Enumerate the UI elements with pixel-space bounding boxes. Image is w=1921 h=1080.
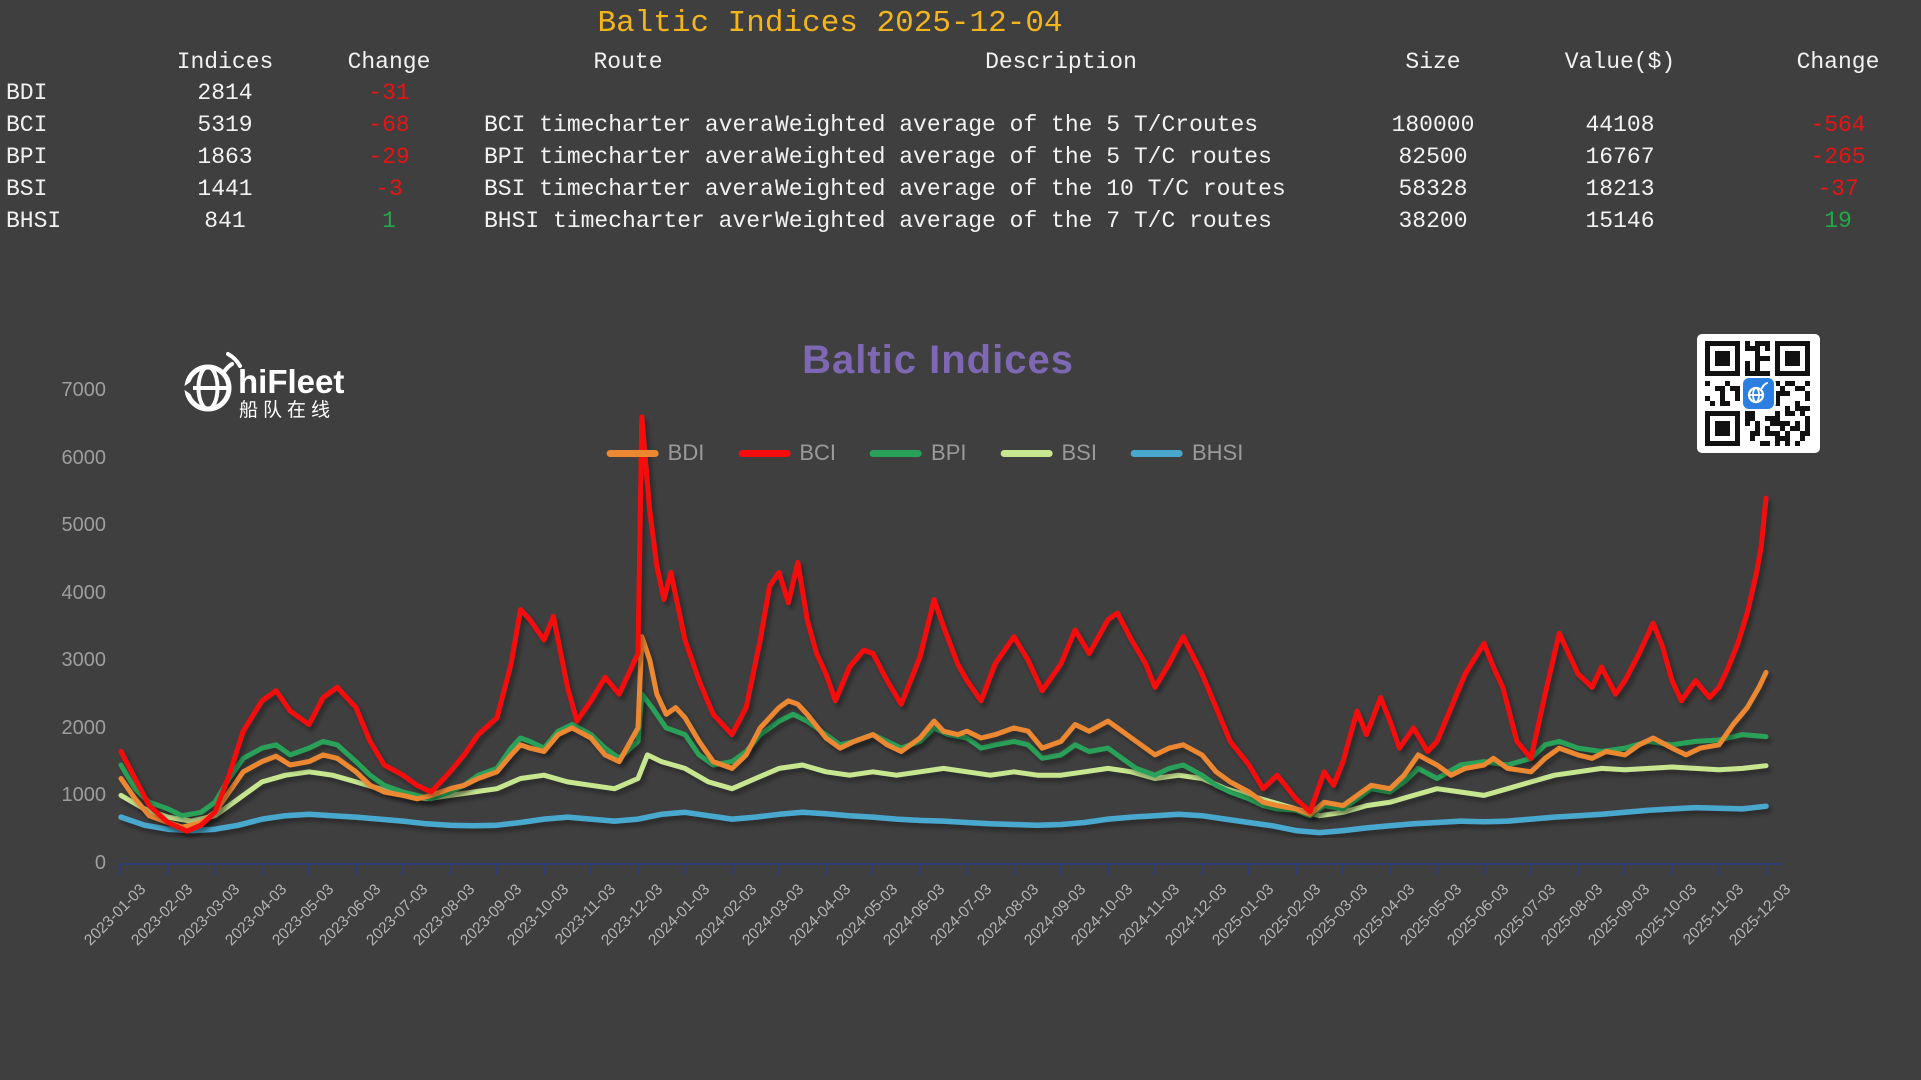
cell-bpi-change2: -265 <box>1810 144 1866 170</box>
cell-bci-change2: -564 <box>1810 112 1866 138</box>
legend-swatch-bsi <box>1000 449 1053 457</box>
cell-bsi-change: -3 <box>375 176 403 202</box>
cell-bci-size: 180000 <box>1391 112 1475 138</box>
legend-label-bhsi: BHSI <box>1191 440 1244 465</box>
qr-pattern <box>1705 341 1810 446</box>
legend-swatch-bdi <box>606 449 659 457</box>
series-line-bsi[interactable] <box>118 752 1769 824</box>
legend-item-bhsi[interactable]: BHSI <box>1130 440 1244 466</box>
table-row-bci: BCI 5319 -68 BCI timecharter average Weighte… <box>0 110 1921 141</box>
qr-code <box>1697 334 1820 453</box>
chart-title: Baltic Indices <box>802 338 1074 382</box>
cell-bpi-change: -29 <box>368 144 410 170</box>
table-header-row: Indices Change Route Description Size Value($… <box>0 47 1921 78</box>
y-tick-label-5000: 5000 <box>61 514 107 537</box>
column-header-value: Value($) <box>1564 49 1676 75</box>
cell-bpi-name: BPI <box>6 144 48 170</box>
legend-label-bsi: BSI <box>1061 440 1097 465</box>
column-header-indices: Indices <box>176 49 274 75</box>
legend-swatch-bhsi <box>1130 449 1183 457</box>
cell-bhsi-desc: Weighted average of the 7 T/C routes <box>775 208 1272 234</box>
qr-globe-icon <box>1747 382 1768 404</box>
legend-swatch-bpi <box>870 449 923 457</box>
cell-bhsi-change: 1 <box>382 208 396 234</box>
table-row-bhsi: BHSI 841 1 BHSI timecharter averageWeighted… <box>0 206 1921 237</box>
legend-swatch-bci <box>738 449 791 457</box>
cell-bsi-size: 58328 <box>1398 176 1468 202</box>
cell-bhsi-name: BHSI <box>6 208 62 234</box>
legend-label-bpi: BPI <box>931 440 967 465</box>
series-line-bpi[interactable] <box>118 691 1769 819</box>
column-header-size: Size <box>1405 49 1461 75</box>
column-header-change: Change <box>1796 49 1880 75</box>
cell-bsi-index: 1441 <box>197 176 253 202</box>
series-line-bhsi[interactable] <box>118 803 1769 836</box>
cell-bci-change: -68 <box>368 112 410 138</box>
y-tick-label-7000: 7000 <box>61 379 107 401</box>
cell-bpi-value: 16767 <box>1585 144 1655 170</box>
legend-item-bpi[interactable]: BPI <box>870 440 967 466</box>
cell-bhsi-index: 841 <box>204 208 246 234</box>
table-row-bdi: BDI 2814 -31 <box>0 78 1921 109</box>
chart-legend: BDI BCI BPI BSI BHSI <box>606 440 1244 466</box>
cell-bdi-index: 2814 <box>197 80 253 106</box>
cell-bhsi-route: BHSI timecharter average <box>484 208 772 234</box>
cell-bpi-index: 1863 <box>197 144 253 170</box>
y-tick-label-6000: 6000 <box>61 446 107 469</box>
cell-bci-index: 5319 <box>197 112 253 138</box>
legend-item-bsi[interactable]: BSI <box>1000 440 1097 466</box>
legend-label-bdi: BDI <box>667 440 705 465</box>
globe-notch <box>182 380 193 396</box>
y-tick-label-0: 0 <box>94 852 106 874</box>
cell-bpi-size: 82500 <box>1398 144 1468 170</box>
qr-center-logo <box>1741 376 1776 411</box>
cell-bpi-route: BPI timecharter average <box>484 144 772 170</box>
cell-bci-name: BCI <box>6 112 48 138</box>
legend-item-bci[interactable]: BCI <box>738 440 836 466</box>
cell-bsi-route: BSI timecharter average <box>484 176 772 202</box>
cell-bsi-name: BSI <box>6 176 48 202</box>
globe-icon <box>184 352 242 412</box>
cell-bdi-change: -31 <box>368 80 410 106</box>
column-header-description: Description <box>985 49 1137 75</box>
y-tick-label-3000: 3000 <box>61 649 107 672</box>
cell-bhsi-value: 15146 <box>1585 208 1655 234</box>
table-title: Baltic Indices 2025-12-04 <box>597 6 1063 41</box>
cell-bsi-change2: -37 <box>1817 176 1859 202</box>
cell-bci-route: BCI timecharter average <box>484 112 772 138</box>
cell-bpi-desc: Weighted average of the 5 T/C routes <box>775 144 1272 170</box>
y-tick-label-1000: 1000 <box>61 784 107 807</box>
cell-bsi-desc: Weighted average of the 10 T/C routes <box>775 176 1286 202</box>
cell-bhsi-change2: 19 <box>1824 208 1852 234</box>
brand-name-cn: 船队在线 <box>239 399 335 420</box>
table-row-bpi: BPI 1863 -29 BPI timecharter average Weighte… <box>0 142 1921 173</box>
table-row-bsi: BSI 1441 -3 BSI timecharter average Weighted… <box>0 174 1921 205</box>
cell-bdi-name: BDI <box>6 80 48 106</box>
series-line-bci[interactable] <box>118 414 1769 834</box>
column-header-route: Route <box>593 49 663 75</box>
hifleet-logo: hiFleet 船队在线 <box>182 352 344 420</box>
y-tick-label-2000: 2000 <box>61 716 107 739</box>
y-tick-label-4000: 4000 <box>61 581 107 604</box>
brand-name: hiFleet <box>238 363 344 400</box>
cell-bhsi-size: 38200 <box>1398 208 1468 234</box>
legend-label-bci: BCI <box>799 440 837 465</box>
column-header-change: Change <box>347 49 431 75</box>
series-line-bdi[interactable] <box>118 634 1769 830</box>
cell-bsi-value: 18213 <box>1585 176 1655 202</box>
legend-item-bdi[interactable]: BDI <box>606 440 705 466</box>
cell-bci-value: 44108 <box>1585 112 1655 138</box>
cell-bci-desc: Weighted average of the 5 T/Croutes <box>775 112 1259 138</box>
